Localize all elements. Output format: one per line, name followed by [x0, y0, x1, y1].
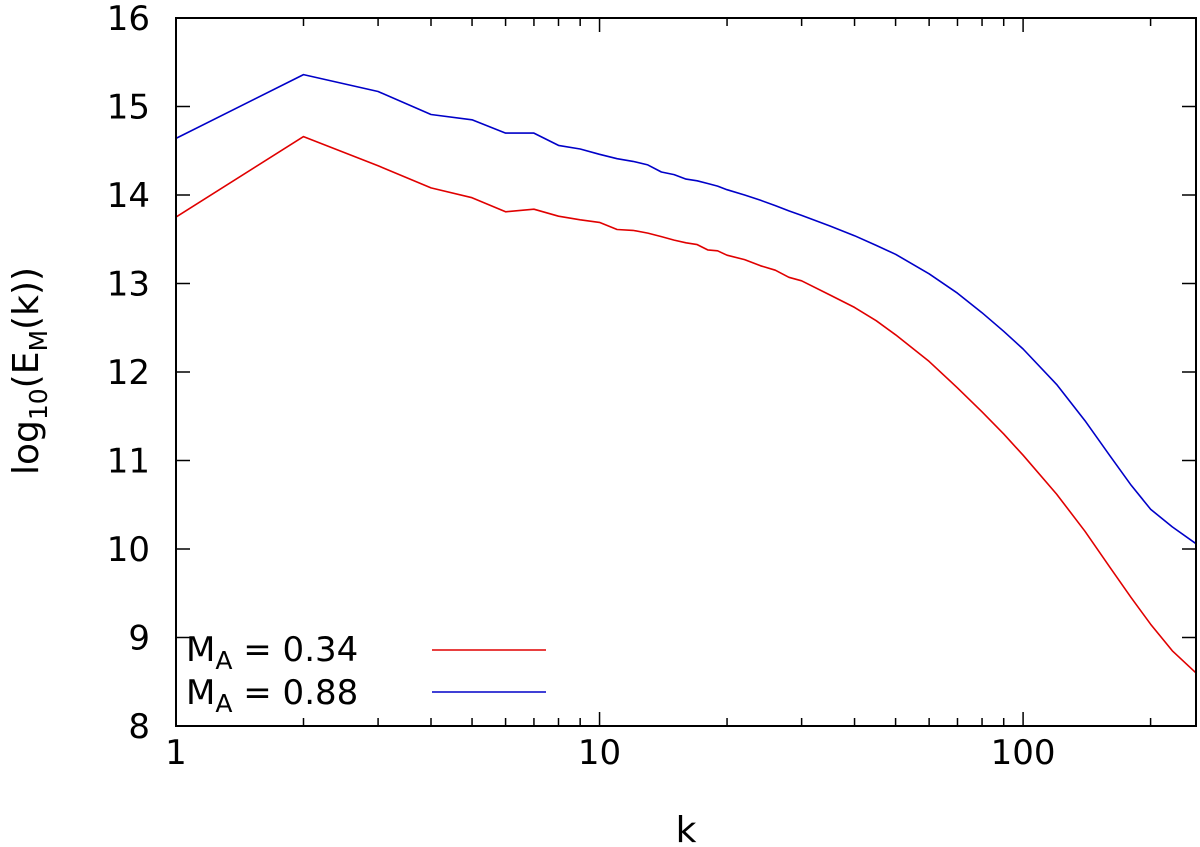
- y-axis-title-sub-m: M: [24, 330, 53, 352]
- y-axis-title: log10(EM(k)): [6, 267, 53, 475]
- legend-entry-034: MA = 0.34: [186, 630, 546, 675]
- x-tick-label: 1: [165, 733, 187, 773]
- legend-entry-088: MA = 0.88: [186, 673, 546, 718]
- y-tick-label: 10: [107, 530, 150, 570]
- plot-frame: [175, 17, 1197, 727]
- legend-label-034-main: M: [186, 630, 215, 670]
- x-tick-label: 10: [578, 733, 621, 773]
- y-axis-title-end: (k)): [6, 267, 47, 330]
- series-lines: [175, 73, 1197, 674]
- series-line-034: [175, 135, 1197, 674]
- legend-label-088: MA = 0.88: [186, 673, 358, 718]
- y-axis-title-sub-10: 10: [24, 388, 53, 420]
- y-tick-label: 15: [107, 88, 150, 128]
- y-tick-label: 12: [107, 353, 150, 393]
- y-tick-label: 9: [128, 619, 150, 659]
- x-tick-labels: 1 10 100: [165, 733, 1055, 773]
- y-tick-label: 14: [107, 176, 150, 216]
- x-tick-label: 100: [991, 733, 1056, 773]
- series-line-088: [175, 73, 1197, 545]
- y-axis-title-mid: (E: [6, 352, 47, 389]
- legend-label-034-sub: A: [215, 646, 232, 675]
- legend-label-034-rest: = 0.34: [232, 630, 358, 670]
- y-axis-title-log: log: [6, 420, 47, 475]
- y-tick-labels: 8 9 10 11 12 13 14 15 16: [107, 0, 150, 747]
- y-tick-label: 13: [107, 265, 150, 305]
- axis-ticks: [175, 17, 1196, 727]
- legend: MA = 0.34 MA = 0.88: [186, 630, 546, 718]
- legend-label-088-sub: A: [215, 689, 232, 718]
- legend-label-034: MA = 0.34: [186, 630, 358, 675]
- legend-label-088-main: M: [186, 673, 215, 713]
- legend-label-088-rest: = 0.88: [232, 673, 358, 713]
- y-tick-label: 16: [107, 0, 150, 39]
- x-axis-title: k: [676, 810, 697, 847]
- y-tick-label: 8: [128, 707, 150, 747]
- y-tick-label: 11: [107, 442, 150, 482]
